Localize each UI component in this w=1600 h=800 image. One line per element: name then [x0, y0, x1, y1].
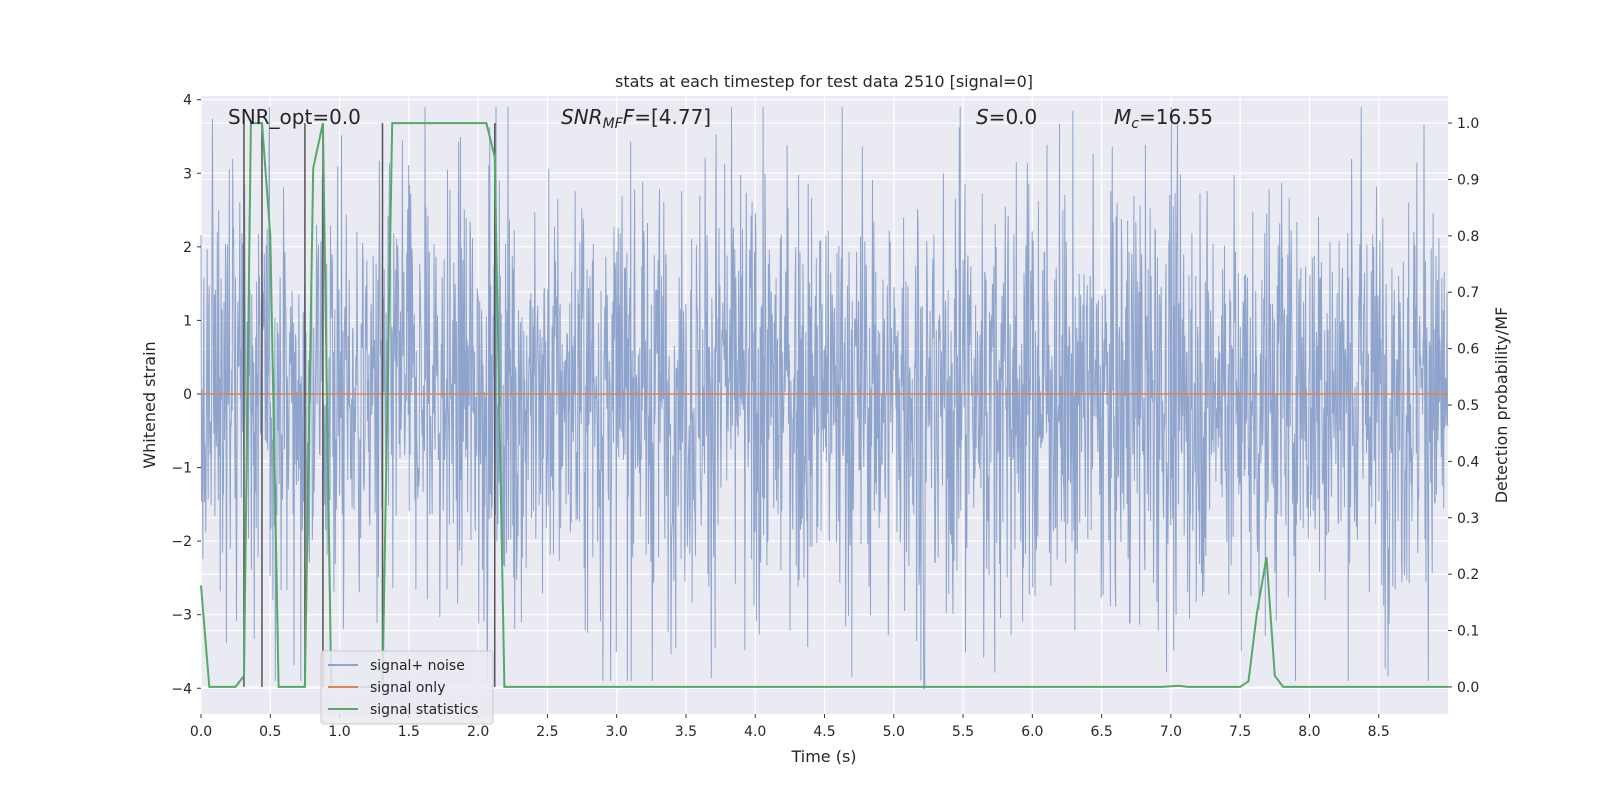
series-mf-markers: [243, 123, 496, 687]
x-tick-label: 6.5: [1090, 724, 1112, 740]
y-left-tick-label: −3: [171, 608, 192, 624]
x-tick-label: 3.5: [675, 724, 697, 740]
y-right-tick-label: 0.8: [1457, 229, 1479, 245]
y-right-tick-label: 0.2: [1457, 567, 1479, 583]
y-ticks-left: −4 −3 −2 −1 0 1 2 3 4: [171, 93, 201, 697]
y-left-tick-label: −4: [171, 681, 192, 697]
x-tick-label: 0.0: [190, 724, 212, 740]
y-right-tick-label: 0.1: [1457, 624, 1479, 640]
x-tick-label: 8.5: [1368, 724, 1390, 740]
y-right-tick-label: 1.0: [1457, 116, 1479, 132]
y-right-tick-label: 0.6: [1457, 342, 1479, 358]
x-tick-label: 7.0: [1160, 724, 1182, 740]
x-tick-label: 2.0: [467, 724, 489, 740]
x-tick-label: 7.5: [1229, 724, 1251, 740]
x-tick-label: 8.0: [1298, 724, 1320, 740]
x-axis-label: Time (s): [790, 747, 856, 766]
y-left-tick-label: 1: [183, 313, 192, 329]
y-left-tick-label: −2: [171, 534, 192, 550]
x-tick-label: 2.5: [536, 724, 558, 740]
annotation-s: S=0.0: [976, 105, 1037, 129]
x-tick-label: 5.0: [883, 724, 905, 740]
x-tick-label: 3.0: [606, 724, 628, 740]
y-right-tick-label: 0.5: [1457, 398, 1479, 414]
x-tick-label: 1.5: [398, 724, 420, 740]
y-right-tick-label: 0.0: [1457, 680, 1479, 696]
chart-title: stats at each timestep for test data 251…: [615, 72, 1033, 91]
x-tick-label: 0.5: [259, 724, 281, 740]
x-tick-label: 4.5: [813, 724, 835, 740]
y-right-tick-label: 0.4: [1457, 454, 1479, 470]
legend: signal+ noise signal only signal statist…: [320, 650, 494, 725]
y-right-tick-label: 0.3: [1457, 511, 1479, 527]
x-tick-label: 1.0: [328, 724, 350, 740]
x-tick-label: 4.0: [744, 724, 766, 740]
x-tick-label: 5.5: [952, 724, 974, 740]
x-tick-label: 6.0: [1021, 724, 1043, 740]
series-signal-plus-noise: [200, 106, 1449, 689]
y-left-tick-label: 4: [183, 93, 192, 109]
annotation-snr-mf: SNRMFF=[4.77]: [561, 105, 711, 132]
y-left-tick-label: 2: [183, 240, 192, 256]
legend-label-signal: signal only: [370, 680, 445, 696]
y-left-tick-label: 3: [183, 166, 192, 182]
y-left-tick-label: 0: [183, 387, 192, 403]
y-right-tick-label: 0.7: [1457, 285, 1479, 301]
annotation-mc: Mc=16.55: [1114, 105, 1213, 132]
y-right-tick-label: 0.9: [1457, 172, 1479, 188]
y-left-tick-label: −1: [171, 461, 192, 477]
y-axis-label-left: Whitened strain: [140, 341, 159, 468]
annotation-snr-opt: SNR_opt=0.0: [228, 105, 361, 129]
legend-label-stats: signal statistics: [370, 702, 478, 718]
legend-box: [320, 650, 494, 725]
y-axis-label-right: Detection probability/MF: [1492, 307, 1511, 504]
y-ticks-right: 0.0 0.1 0.2 0.3 0.4 0.5 0.6 0.7 0.8 0.9 1.0: [1448, 116, 1479, 696]
legend-label-noise: signal+ noise: [370, 658, 465, 674]
x-ticks: 0.0 0.5 1.0 1.5 2.0 2.5 3.0 3.5 4.0 4.5 5.0 5.5 6.0 6…: [190, 714, 1390, 740]
